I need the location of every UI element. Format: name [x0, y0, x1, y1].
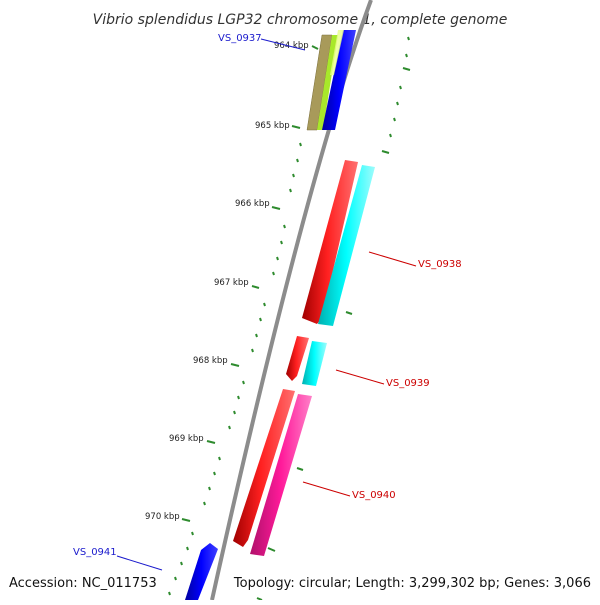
gene-vs0938-red[interactable] — [302, 160, 358, 324]
gene-lime-strip[interactable] — [317, 35, 338, 130]
gene-label-vs0937[interactable]: VS_0937 — [218, 33, 262, 44]
tick-967: 967 kbp — [214, 278, 260, 289]
tick-965: 965 kbp — [255, 121, 301, 131]
tick-964: 964 kbp — [274, 41, 309, 51]
gene-label-vs0939[interactable]: VS_0939 — [386, 378, 430, 389]
tick-label-969: 969 kbp — [169, 434, 204, 444]
chromosome-backbone — [210, 0, 373, 601]
tick-966: 966 kbp — [235, 199, 281, 210]
gene-side-ticks — [256, 45, 353, 601]
tick-label-966: 966 kbp — [235, 199, 270, 209]
kbp-tick-labels: 964 kbp 965 kbp 966 kbp 967 kbp 968 kbp … — [145, 41, 309, 522]
gene-labels: VS_0937 VS_0938 VS_0939 VS_0940 VS_0941 — [73, 33, 462, 571]
accession-text: Accession: NC_011753 — [9, 576, 157, 591]
tick-label-964: 964 kbp — [274, 41, 309, 51]
outer-tick-ring — [381, 36, 411, 154]
gene-vs0939-red[interactable] — [286, 336, 309, 381]
gene-vs0939-cyan[interactable] — [302, 341, 327, 386]
gene-vs0941-blue[interactable] — [185, 543, 218, 600]
tick-label-970: 970 kbp — [145, 512, 180, 522]
inner-tick-ring — [168, 142, 302, 596]
tick-969: 969 kbp — [169, 434, 216, 444]
gene-label-vs0938[interactable]: VS_0938 — [418, 259, 462, 270]
tick-label-967: 967 kbp — [214, 278, 249, 288]
tick-label-968: 968 kbp — [193, 356, 228, 366]
gene-label-vs0940[interactable]: VS_0940 — [352, 490, 396, 501]
tick-970: 970 kbp — [145, 512, 191, 522]
gene-label-vs0941[interactable]: VS_0941 — [73, 547, 117, 558]
gene-vs0938-cyan[interactable] — [318, 165, 375, 326]
gene-vs0940-red[interactable] — [233, 389, 295, 547]
gene-bright-yellow — [330, 30, 344, 75]
tick-968: 968 kbp — [193, 356, 240, 367]
gene-vs0937-blue[interactable] — [322, 30, 356, 130]
map-title: Vibrio splendidus LGP32 chromosome 1, co… — [93, 12, 508, 28]
gene-vs0940-magenta[interactable] — [250, 394, 312, 556]
tick-label-965: 965 kbp — [255, 121, 290, 131]
gene-features — [185, 30, 375, 600]
topology-text: Topology: circular; Length: 3,299,302 bp… — [233, 576, 591, 591]
